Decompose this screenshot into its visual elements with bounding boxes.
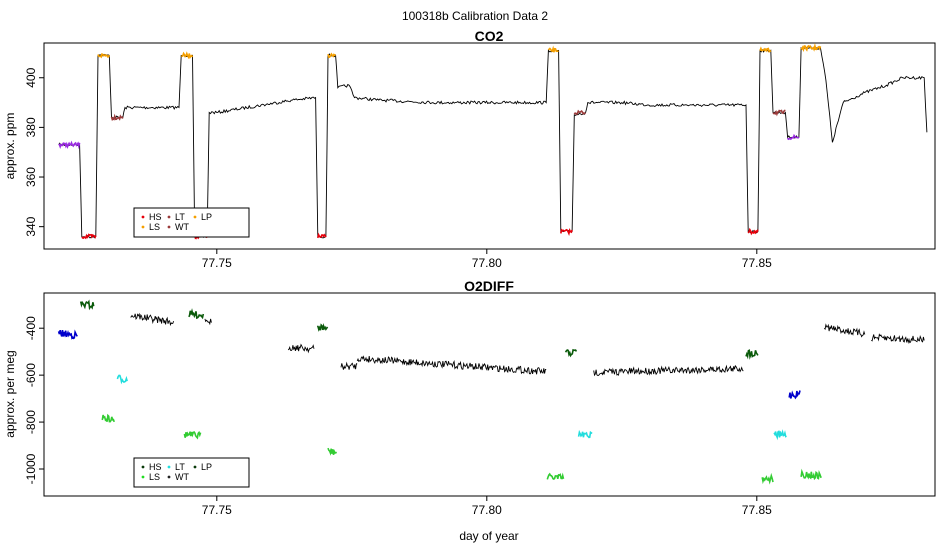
data-segment (188, 308, 205, 320)
x-tick-label: 77.85 (742, 503, 772, 517)
data-segment (800, 468, 822, 481)
co2-plot-frame (43, 42, 936, 250)
legend-label: LT (175, 212, 185, 222)
legend-label: LS (149, 472, 160, 482)
data-segment (317, 232, 327, 239)
data-segment (745, 349, 759, 360)
legend-marker (167, 465, 171, 469)
data-segment (327, 447, 338, 456)
legend-label: LS (149, 222, 160, 232)
data-segment (58, 140, 81, 150)
data-segment (773, 429, 787, 441)
legend-marker (193, 465, 197, 469)
x-tick-label: 77.85 (742, 256, 772, 270)
y-tick-label: -1000 (24, 453, 38, 484)
data-segment (181, 51, 194, 60)
x-tick-label: 77.80 (472, 256, 502, 270)
o2diff-y-axis-label: approx. per meg (3, 350, 17, 437)
data-segment (79, 299, 95, 311)
x-tick-label: 77.75 (202, 503, 232, 517)
data-segment (81, 233, 97, 240)
data-segment (577, 429, 593, 439)
data-segment (823, 323, 866, 338)
data-segment (316, 323, 329, 332)
legend-marker (167, 475, 171, 479)
co2-panel: CO2 approx. ppm 77.75 77.80 77.85 340 360 380… (3, 28, 936, 270)
data-segment (547, 45, 559, 53)
data-segment (560, 227, 573, 236)
data-segment (116, 374, 128, 385)
data-segment (573, 109, 587, 116)
y-tick-label: 380 (24, 117, 38, 137)
legend-marker (167, 225, 171, 229)
o2diff-panel: O2DIFF approx. per meg 77.75 77.80 77.85 -1… (3, 278, 936, 517)
data-segment (110, 113, 124, 122)
data-segment (772, 109, 786, 117)
co2-title: CO2 (475, 28, 504, 44)
data-segment (564, 348, 578, 358)
data-segment (130, 312, 175, 327)
x-tick-label: 77.80 (472, 503, 502, 517)
o2diff-plot-frame (43, 292, 936, 497)
legend-marker (141, 225, 145, 229)
co2-y-axis-label: approx. ppm (3, 113, 17, 180)
legend-marker (141, 465, 145, 469)
data-segment (101, 413, 115, 423)
data-segment (546, 472, 565, 481)
data-segment (761, 472, 774, 485)
data-segment (97, 52, 111, 59)
y-tick-label: 360 (24, 167, 38, 187)
legend-box (133, 457, 250, 488)
data-segment (800, 42, 822, 53)
y-tick-label: 400 (24, 67, 38, 87)
data-segment (356, 355, 547, 375)
figure-title: 100318b Calibration Data 2 (402, 9, 548, 23)
data-segment (57, 329, 78, 340)
o2diff-title: O2DIFF (464, 278, 514, 294)
legend-label: WT (175, 472, 189, 482)
legend-label: HS (149, 462, 162, 472)
data-segment (287, 343, 315, 354)
data-segment (593, 364, 744, 377)
y-tick-label: -600 (24, 363, 38, 387)
legend-marker (167, 215, 171, 219)
data-segment (340, 361, 358, 370)
data-segment (204, 318, 212, 326)
y-tick-label: -400 (24, 316, 38, 340)
legend-marker (141, 215, 145, 219)
legend-label: HS (149, 212, 162, 222)
data-segment (786, 133, 800, 141)
legend-label: LP (201, 212, 212, 222)
legend-box (133, 207, 250, 238)
legend-marker (193, 215, 197, 219)
y-tick-label: -800 (24, 410, 38, 434)
data-segment (788, 390, 801, 400)
data-segment (871, 333, 925, 344)
y-tick-label: 340 (24, 216, 38, 236)
data-segment (327, 52, 337, 59)
legend-label: WT (175, 222, 189, 232)
data-segment (183, 430, 202, 440)
x-tick-label: 77.75 (202, 256, 232, 270)
data-segment (747, 227, 759, 236)
data-segment (759, 46, 772, 54)
legend-marker (141, 475, 145, 479)
legend-label: LT (175, 462, 185, 472)
x-axis-label: day of year (459, 529, 518, 543)
legend-label: LP (201, 462, 212, 472)
